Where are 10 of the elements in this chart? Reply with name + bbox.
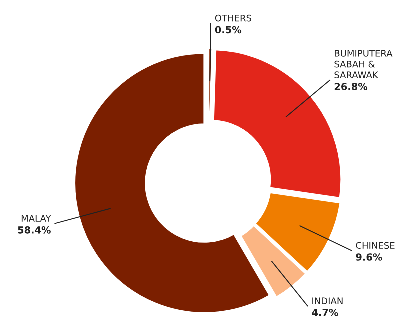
slice-label: INDIAN [312, 298, 343, 304]
data-label: 58.4% [18, 226, 51, 234]
slice-label: MALAY [22, 215, 52, 222]
slice-label: OTHERS [215, 14, 252, 22]
data-label: 9.6% [356, 254, 382, 261]
data-label: 4.7% [312, 309, 338, 316]
data-label: 26.8% [334, 83, 368, 90]
slice-label: CHINESE [356, 242, 395, 250]
slice-label: BUMIPUTERA SABAH & SARAWAK [334, 50, 393, 79]
data-label: 0.5% [215, 26, 242, 34]
